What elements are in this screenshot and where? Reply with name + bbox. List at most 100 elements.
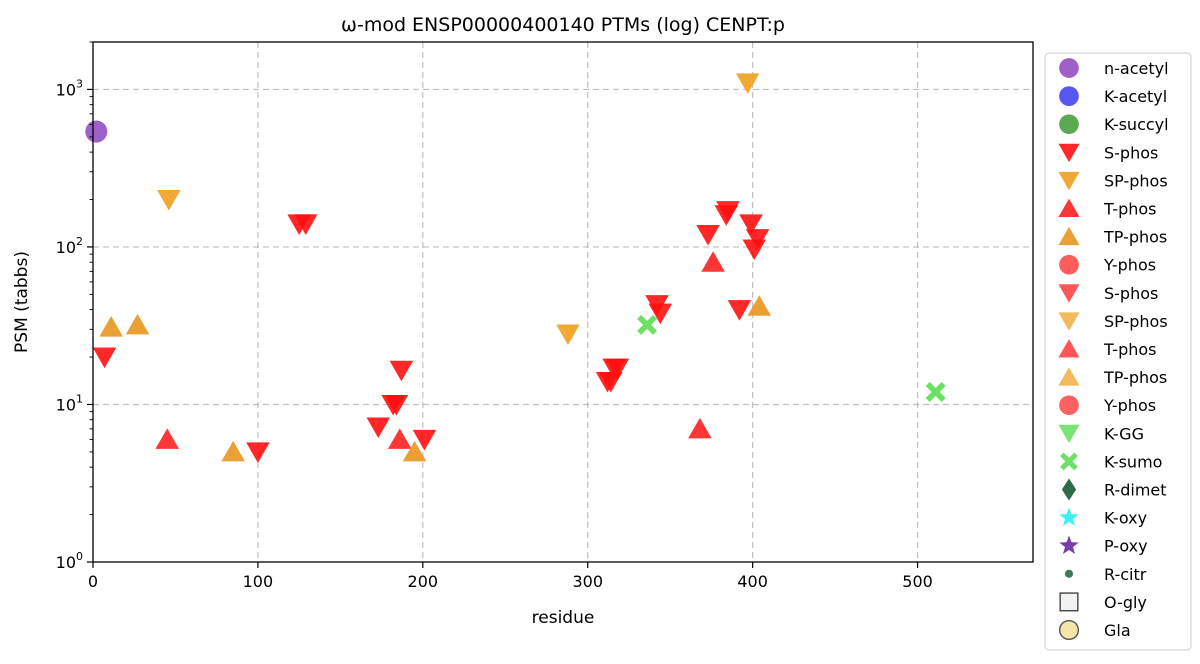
data-point-S-phos	[716, 201, 740, 222]
legend-item: TP-phos	[1058, 367, 1167, 387]
data-point-TP-phos	[221, 440, 245, 462]
legend-item: T-phos	[1058, 198, 1157, 219]
data-point-S-phos	[696, 224, 720, 246]
data-point-SP-phos	[157, 190, 181, 211]
legend-label: P-oxy	[1104, 537, 1148, 556]
data-point-S-phos	[727, 300, 752, 321]
data-point-SP-phos	[735, 73, 760, 94]
legend-label: T-phos	[1103, 340, 1157, 359]
legend-item: S-phos	[1058, 143, 1158, 162]
data-point-S-phos	[293, 214, 318, 235]
legend-frame	[1044, 52, 1192, 651]
legend-marker-K-sumo	[1060, 452, 1078, 471]
legend-label: R-dimet	[1104, 481, 1167, 500]
legend-item: K-GG	[1058, 424, 1144, 443]
data-point-S-phos	[739, 214, 763, 235]
x-tick-label: 500	[902, 572, 933, 591]
legend-marker-P-oxy	[1059, 535, 1079, 554]
legend-item: K-oxy	[1059, 507, 1147, 528]
legend-items: n-acetyl K-acetyl K-succyl S-phos SP-phos T-p…	[1058, 58, 1169, 641]
legend-label: SP-phos	[1104, 312, 1168, 331]
data-point-TP-phos	[402, 440, 427, 462]
legend-marker-O-gly	[1059, 592, 1079, 612]
x-tick-label: 0	[88, 572, 98, 591]
y-tick-label: 100	[56, 550, 83, 572]
legend-marker-Y-phos	[1059, 254, 1079, 275]
legend-marker-Y-phos	[1059, 395, 1079, 416]
legend-label: K-oxy	[1104, 509, 1147, 528]
data-point-TP-phos	[747, 295, 772, 316]
legend-marker-S-phos	[1058, 143, 1080, 163]
data-point-S-phos	[366, 417, 391, 438]
legend-label: K-acetyl	[1104, 87, 1167, 106]
data-point-T-phos	[155, 428, 179, 449]
legend-label: S-phos	[1104, 143, 1158, 162]
legend-label: SP-phos	[1104, 171, 1168, 190]
legend-label: K-succyl	[1104, 115, 1169, 134]
legend-item: n-acetyl	[1059, 58, 1169, 78]
x-axis-ticks: 0 100 200 300 400 500	[88, 562, 933, 591]
legend-item: Y-phos	[1059, 395, 1156, 415]
legend-item: O-gly	[1059, 592, 1147, 612]
data-point-S-phos	[412, 429, 437, 451]
legend-label: K-GG	[1104, 424, 1144, 443]
legend-item: SP-phos	[1058, 171, 1168, 191]
data-point-K-sumo	[925, 382, 946, 402]
legend-marker-n-acetyl	[1059, 58, 1079, 78]
data-point-S-phos	[384, 394, 409, 416]
legend-item: K-acetyl	[1059, 86, 1167, 106]
legend: n-acetyl K-acetyl K-succyl S-phos SP-phos T-p…	[1044, 52, 1192, 651]
grid-lines	[93, 42, 1033, 562]
y-tick-label: 101	[56, 392, 83, 414]
data-point-SP-phos	[556, 324, 580, 346]
legend-label: n-acetyl	[1104, 59, 1169, 78]
data-point-S-phos	[389, 360, 414, 382]
legend-label: R-citr	[1104, 565, 1147, 584]
y-tick-label: 103	[56, 77, 83, 99]
legend-label: TP-phos	[1103, 228, 1167, 247]
legend-label: Y-phos	[1103, 256, 1156, 275]
data-point-S-phos	[605, 358, 630, 380]
legend-marker-TP-phos	[1058, 367, 1080, 386]
legend-marker-K-acetyl	[1059, 86, 1079, 106]
legend-item: Gla	[1058, 619, 1131, 641]
chart-title: ω-mod ENSP00000400140 PTMs (log) CENPT:p	[341, 14, 785, 36]
legend-marker-K-oxy	[1059, 507, 1079, 526]
legend-marker-TP-phos	[1058, 226, 1080, 246]
data-point-S-phos	[745, 229, 770, 250]
y-axis-label: PSM (tabbs)	[12, 251, 32, 353]
legend-label: S-phos	[1104, 284, 1158, 303]
y-axis-ticks: 100 101 102 103	[56, 41, 93, 572]
data-point-S-phos	[92, 347, 117, 369]
data-point-S-phos	[246, 442, 270, 463]
x-axis-label: residue	[532, 608, 595, 628]
legend-label: TP-phos	[1103, 368, 1167, 387]
legend-marker-R-citr	[1064, 569, 1074, 578]
legend-marker-K-succyl	[1059, 114, 1079, 135]
legend-item: T-phos	[1058, 339, 1157, 359]
legend-item: R-citr	[1064, 565, 1147, 584]
legend-marker-T-phos	[1058, 339, 1080, 358]
legend-item: Y-phos	[1059, 254, 1156, 275]
legend-item: S-phos	[1058, 284, 1158, 303]
legend-label: Gla	[1104, 621, 1131, 640]
legend-marker-R-dimet	[1061, 478, 1077, 501]
data-points	[85, 73, 946, 463]
data-point-n-acetyl	[85, 120, 108, 143]
legend-label: T-phos	[1103, 200, 1157, 219]
legend-marker-T-phos	[1058, 198, 1080, 217]
legend-item: K-succyl	[1059, 114, 1169, 135]
data-point-K-sumo	[637, 314, 658, 335]
legend-item: R-dimet	[1061, 478, 1167, 501]
legend-marker-SP-phos	[1058, 171, 1080, 191]
x-tick-label: 200	[408, 572, 439, 591]
legend-label: K-sumo	[1104, 452, 1162, 471]
data-point-TP-phos	[99, 316, 123, 337]
data-point-T-phos	[701, 251, 725, 272]
x-tick-label: 400	[737, 572, 768, 591]
legend-marker-K-GG	[1058, 424, 1080, 444]
data-point-S-phos	[648, 303, 673, 325]
legend-item: P-oxy	[1059, 535, 1148, 556]
